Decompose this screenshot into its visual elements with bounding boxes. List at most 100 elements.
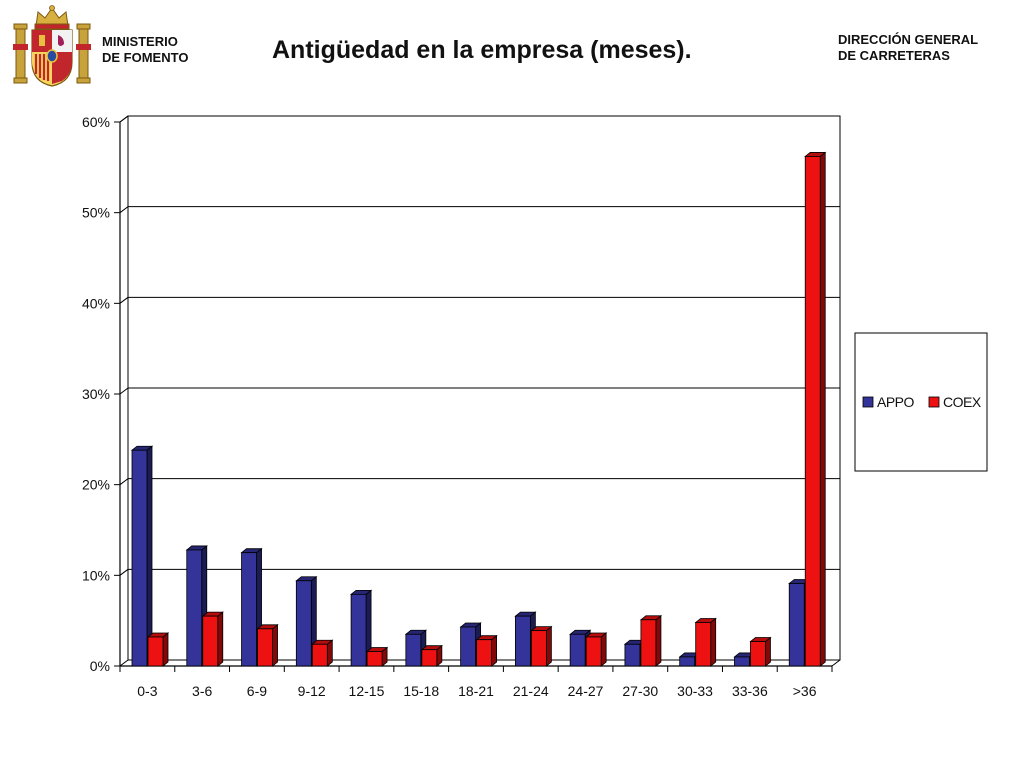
- tick-labels: 0% 10% 20% 30% 40% 50% 60% 0-3 3-6 6-9 9-12 12-15 15…: [82, 114, 817, 699]
- bar-front: [202, 615, 219, 667]
- y-tick-label: 10%: [82, 567, 110, 583]
- page-title: Antigüedad en la empresa (meses).: [272, 36, 692, 64]
- gridline-depth: [119, 568, 129, 576]
- bar-appo-12-15: [349, 589, 373, 667]
- x-tick-label: 18-21: [458, 683, 494, 699]
- bar-front: [788, 583, 805, 667]
- bar-front: [257, 628, 273, 667]
- bar-coex-0-3: [146, 632, 170, 667]
- bar-coex-15-18: [420, 644, 443, 667]
- bar-front: [405, 633, 422, 667]
- wall-edge: [119, 115, 129, 123]
- x-tick-label: 33-36: [732, 683, 768, 699]
- bar-side: [710, 617, 717, 667]
- gridline-depth: [119, 659, 129, 667]
- bar-side: [272, 623, 278, 667]
- bar-front: [695, 622, 712, 667]
- bar-front: [750, 641, 766, 667]
- bar-appo-0-3: [130, 445, 154, 667]
- legend-swatch: [928, 396, 940, 408]
- bar-front: [241, 552, 257, 667]
- legend: APPO COEX: [854, 332, 988, 472]
- legend-label: APPO: [877, 394, 915, 410]
- bar-front: [460, 626, 477, 667]
- bar-front: [569, 633, 586, 667]
- axes: [114, 115, 841, 672]
- bar-side: [655, 614, 662, 667]
- ministry-line-2: DE FOMENTO: [102, 50, 189, 65]
- x-tick-label: 30-33: [677, 683, 713, 699]
- legend-box: [854, 332, 988, 472]
- bar-coex-33-36: [749, 636, 772, 667]
- bar-coex-3-6: [201, 611, 224, 667]
- directorate-line-2: DE CARRETERAS: [838, 48, 950, 63]
- gridline-depth: [119, 387, 129, 395]
- x-tick-label: 24-27: [568, 683, 604, 699]
- bar-front: [366, 651, 383, 667]
- bar-front: [131, 449, 148, 667]
- bar-front: [585, 636, 602, 667]
- floor-edge: [831, 659, 841, 667]
- x-tick-label: 21-24: [513, 683, 549, 699]
- legend-label: COEX: [943, 394, 982, 410]
- bar-coex-12-15: [365, 646, 389, 667]
- directorate-name: DIRECCIÓN GENERAL DE CARRETERAS: [838, 32, 978, 64]
- bar-front: [679, 656, 696, 667]
- bar-side: [765, 636, 771, 667]
- bar-front: [311, 643, 328, 667]
- bar-front: [350, 593, 367, 667]
- bar-front: [734, 656, 750, 667]
- bar-side: [217, 611, 224, 667]
- bars: [130, 151, 827, 667]
- bar-front: [624, 643, 641, 667]
- bar-front: [640, 619, 657, 667]
- bar-coex-6-9: [256, 623, 279, 667]
- bar-coex-9-12: [311, 639, 334, 667]
- x-tick-label: 9-12: [298, 683, 326, 699]
- spain-coat-of-arms-icon: [13, 5, 91, 87]
- x-tick-label: 15-18: [403, 683, 439, 699]
- x-tick-label: 0-3: [137, 683, 157, 699]
- bar-side: [545, 625, 552, 667]
- gridline-depth: [119, 206, 129, 214]
- bar-coex-24-27: [585, 632, 608, 667]
- bar-coex-21-24: [530, 625, 553, 667]
- bar-coex-18-21: [475, 634, 498, 667]
- y-tick-label: 20%: [82, 477, 110, 493]
- bar-side: [491, 634, 498, 667]
- bar-coex-30-33: [694, 617, 717, 667]
- gridline-depth: [119, 478, 129, 486]
- directorate-line-1: DIRECCIÓN GENERAL: [838, 32, 979, 47]
- x-tick-label: 12-15: [349, 683, 385, 699]
- bar-front: [514, 615, 531, 667]
- bar-coex->36: [804, 151, 827, 667]
- legend-swatch: [862, 396, 874, 408]
- gridline-depth: [119, 296, 129, 304]
- x-tick-label: 6-9: [247, 683, 267, 699]
- bar-front: [530, 630, 547, 667]
- bar-front: [421, 649, 438, 667]
- bar-side: [600, 632, 607, 667]
- bar-side: [146, 445, 153, 667]
- bar-front: [295, 580, 312, 667]
- bar-front: [476, 639, 493, 667]
- bar-coex-27-30: [639, 614, 663, 667]
- legend-item-coex: COEX: [928, 394, 982, 410]
- ministry-line-1: MINISTERIO: [102, 34, 178, 49]
- bar-front: [186, 549, 203, 667]
- bar-side: [162, 632, 169, 667]
- header-left: MINISTERIO DE FOMENTO: [12, 4, 188, 88]
- y-tick-label: 30%: [82, 386, 110, 402]
- y-tick-label: 60%: [82, 114, 110, 130]
- x-tick-label: 3-6: [192, 683, 212, 699]
- x-tick-label: >36: [793, 683, 817, 699]
- y-tick-label: 50%: [82, 205, 110, 221]
- bar-front: [804, 156, 821, 667]
- y-tick-label: 0%: [90, 658, 110, 674]
- x-tick-label: 27-30: [622, 683, 658, 699]
- y-tick-label: 40%: [82, 295, 110, 311]
- legend-item-appo: APPO: [862, 394, 915, 410]
- ministry-name: MINISTERIO DE FOMENTO: [102, 34, 188, 66]
- gridlines: [119, 115, 840, 667]
